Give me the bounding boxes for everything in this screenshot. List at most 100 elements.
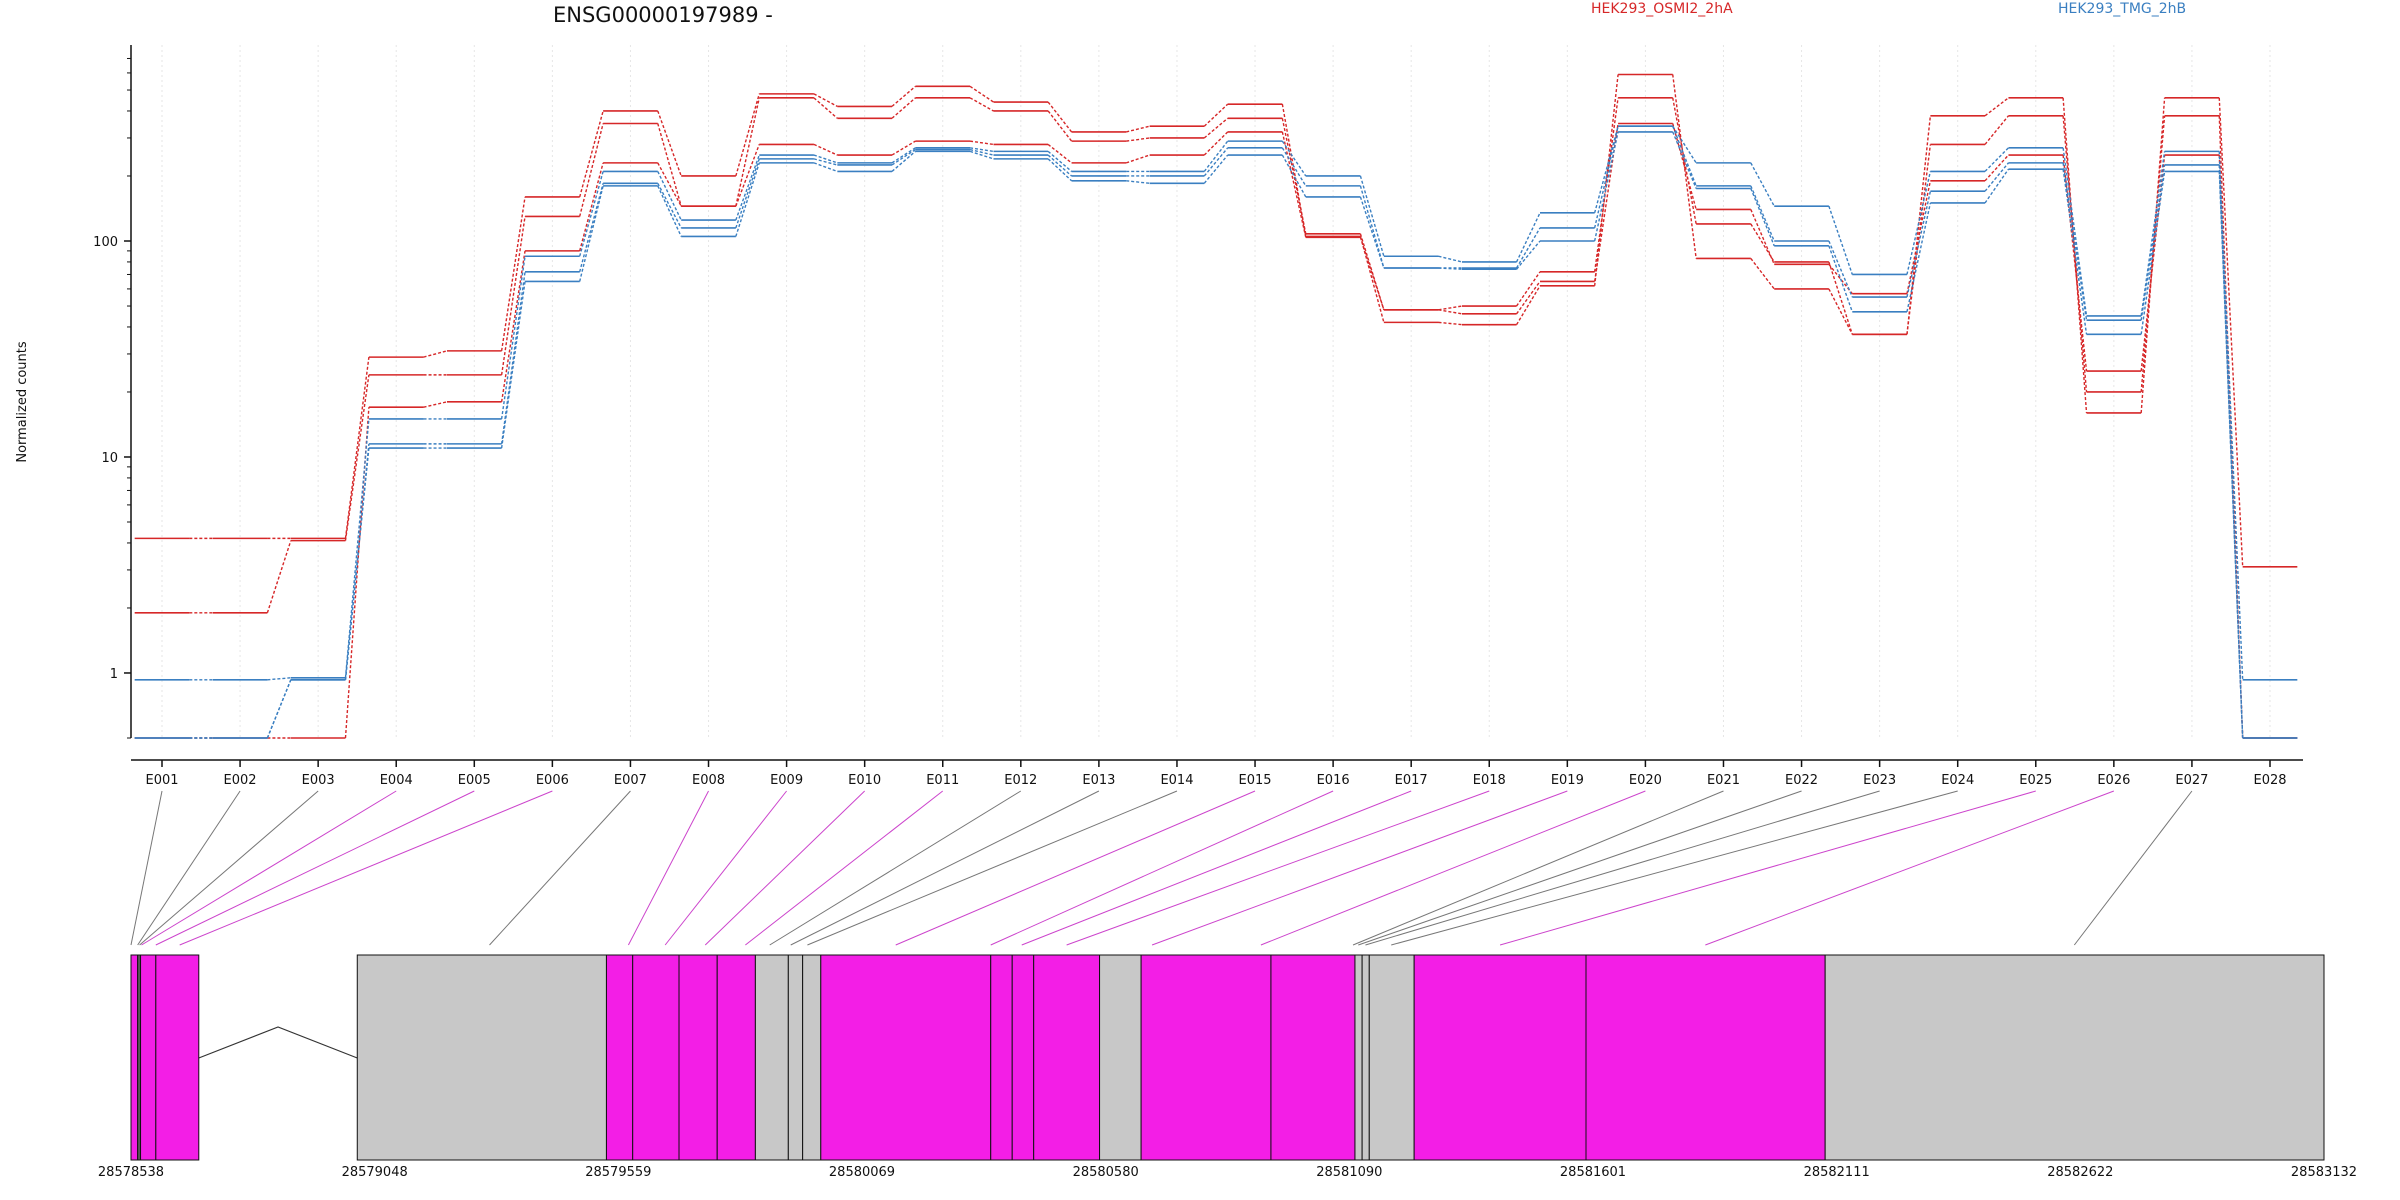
series-connector bbox=[500, 271, 526, 444]
series-connector bbox=[1359, 237, 1385, 311]
x-tick-label: E011 bbox=[926, 773, 959, 788]
series-connector bbox=[735, 162, 760, 237]
series-connector bbox=[1984, 115, 2009, 145]
legend-item-osmi2: HEK293_OSMI2_2hA bbox=[1591, 1, 1733, 17]
exon-block bbox=[820, 954, 992, 1161]
exon-block bbox=[716, 954, 756, 1161]
series-connector bbox=[1984, 168, 2010, 204]
series-connector bbox=[969, 148, 994, 156]
exon-connector bbox=[807, 790, 1178, 946]
exon-connector bbox=[704, 790, 866, 946]
x-tick-label: E014 bbox=[1160, 773, 1193, 788]
series-connector bbox=[735, 93, 760, 177]
series-connector bbox=[969, 97, 994, 112]
series-connector bbox=[735, 97, 760, 207]
series-connector bbox=[1906, 180, 1932, 294]
series-connector bbox=[344, 418, 370, 678]
exon-block bbox=[787, 954, 804, 1161]
exon-block bbox=[1099, 954, 1142, 1161]
x-tick-label: E023 bbox=[1863, 773, 1896, 788]
series-connector bbox=[1125, 154, 1150, 164]
series-connector bbox=[267, 677, 291, 681]
series-connector bbox=[1828, 261, 1853, 335]
series-connector bbox=[266, 540, 292, 613]
exon-block bbox=[140, 954, 157, 1161]
exon-block bbox=[1140, 954, 1272, 1161]
legend-item-tmg: HEK293_TMG_2hB bbox=[2058, 1, 2186, 17]
series-connector bbox=[1828, 205, 1853, 275]
series-connector bbox=[1672, 97, 1697, 225]
series-connector bbox=[657, 162, 682, 207]
exon-connector bbox=[141, 790, 397, 946]
series-connector bbox=[1906, 191, 1932, 298]
exon-block bbox=[990, 954, 1013, 1161]
series-connector bbox=[1047, 150, 1073, 172]
exon-connector bbox=[745, 790, 944, 946]
intron-line bbox=[198, 1026, 358, 1059]
x-tick-label: E016 bbox=[1317, 773, 1350, 788]
series-connector bbox=[1203, 147, 1229, 177]
series-connector bbox=[579, 185, 604, 282]
exon-block bbox=[1368, 954, 1415, 1161]
series-connector bbox=[1672, 74, 1697, 259]
series-connector bbox=[423, 350, 448, 358]
x-tick-label: E006 bbox=[536, 773, 569, 788]
series-connector bbox=[1516, 281, 1541, 315]
exon-block bbox=[1011, 954, 1035, 1161]
series-connector bbox=[2062, 147, 2088, 317]
y-tick-label: 10 bbox=[101, 451, 118, 466]
exon-connector bbox=[790, 790, 1100, 946]
series-connector bbox=[1203, 117, 1229, 139]
x-tick-label: E026 bbox=[2097, 773, 2130, 788]
exon-block bbox=[1354, 954, 1363, 1161]
series-connector bbox=[891, 149, 916, 166]
exon-block bbox=[605, 954, 634, 1161]
exon-connector bbox=[627, 790, 709, 946]
series-connector bbox=[266, 679, 292, 739]
series-connector bbox=[1126, 125, 1150, 133]
exon-block bbox=[1033, 954, 1101, 1161]
series-connector bbox=[969, 150, 994, 160]
series-connector bbox=[657, 110, 682, 177]
series-connector bbox=[735, 158, 760, 229]
series-connector bbox=[500, 216, 526, 375]
x-tick-label: E017 bbox=[1395, 773, 1428, 788]
series-connector bbox=[1047, 101, 1073, 133]
series-connector bbox=[891, 85, 916, 107]
series-connector bbox=[1750, 185, 1775, 242]
series-connector bbox=[2140, 151, 2166, 317]
x-tick-label: E028 bbox=[2253, 773, 2286, 788]
series-connector bbox=[2062, 169, 2088, 335]
series-connector bbox=[2140, 115, 2166, 393]
series-connector bbox=[891, 140, 916, 156]
series-connector bbox=[1672, 125, 1697, 164]
series-connector bbox=[2218, 171, 2244, 739]
series-connector bbox=[813, 97, 838, 119]
series-connector bbox=[1047, 110, 1073, 142]
exon-connector bbox=[137, 790, 241, 946]
series-connector bbox=[657, 171, 682, 221]
genomic-coordinate-label: 28578538 bbox=[98, 1165, 164, 1180]
series-connector bbox=[1281, 140, 1307, 177]
exon-block bbox=[1824, 954, 2325, 1161]
x-tick-label: E009 bbox=[770, 773, 803, 788]
series-connector bbox=[657, 182, 682, 229]
exon-connector bbox=[1066, 790, 1490, 946]
exon-connector bbox=[1352, 790, 1724, 946]
exon-connector bbox=[1151, 790, 1568, 946]
series-line bbox=[134, 125, 2298, 739]
series-connector bbox=[1438, 321, 1463, 326]
exon-block bbox=[678, 954, 718, 1161]
series-connector bbox=[1906, 171, 1932, 275]
series-connector bbox=[1984, 147, 2009, 172]
exon-connector bbox=[769, 790, 1022, 946]
series-connector bbox=[1828, 288, 1853, 335]
x-tick-label: E005 bbox=[458, 773, 491, 788]
exon-connector bbox=[489, 790, 631, 946]
series-connector bbox=[579, 162, 604, 252]
series-connector bbox=[1984, 154, 2009, 182]
exon-block bbox=[1413, 954, 1587, 1161]
series-connector bbox=[1359, 175, 1385, 257]
